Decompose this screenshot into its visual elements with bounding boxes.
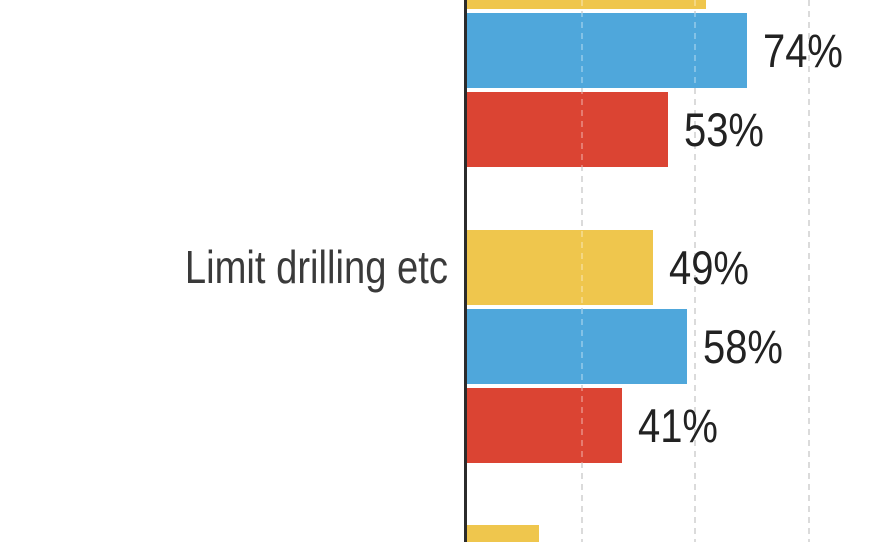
category-label-group2: Limit drilling etc	[131, 230, 448, 305]
y-axis-line	[464, 0, 467, 542]
bar-yellow-group2	[467, 230, 653, 305]
value-label-red-group1: 53%	[684, 92, 778, 167]
value-label-red-group2: 41%	[638, 388, 732, 463]
category-label-text: Limit drilling etc	[184, 241, 448, 293]
value-label-text: 41%	[638, 399, 719, 452]
bar-blue-group1	[467, 13, 748, 88]
bar-red-group1	[467, 92, 668, 167]
value-label-text: 53%	[683, 103, 764, 156]
gridline-90-percent	[808, 0, 811, 542]
bar-blue-group2	[467, 309, 687, 384]
gridline-60-percent	[694, 0, 697, 542]
gridline-60-percent-overlay	[694, 0, 697, 542]
bar-yellow-group1	[467, 0, 706, 9]
value-label-text: 49%	[668, 241, 749, 294]
value-label-text: 58%	[702, 320, 783, 373]
bar-red-group2	[467, 388, 623, 463]
value-label-yellow-group2: 49%	[669, 230, 763, 305]
gridline-30-percent-overlay	[580, 0, 583, 542]
value-label-text: 74%	[763, 24, 844, 77]
gridline-90-percent-overlay	[808, 0, 811, 542]
value-label-blue-group1: 74%	[763, 13, 857, 88]
bar-yellow-group3	[467, 525, 539, 542]
value-label-blue-group2: 58%	[703, 309, 797, 384]
